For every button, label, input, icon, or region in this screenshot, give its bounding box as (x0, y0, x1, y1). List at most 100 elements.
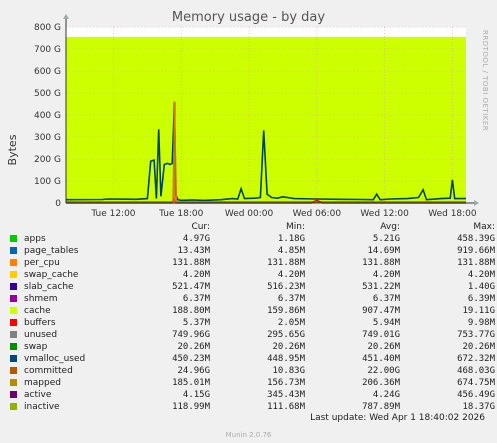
legend-value-cur: 749.96G (172, 330, 210, 340)
legend-value-cur: 450.23M (172, 354, 210, 364)
legend-series-name: per_cpu (24, 258, 60, 268)
legend-value-cur: 20.26M (177, 342, 210, 352)
legend-value-min: 10.83G (272, 366, 305, 376)
y-tick-label: 300 G (34, 133, 61, 143)
legend-row-active: active 4.15G 345.43M 4.24G 456.49G (10, 389, 495, 401)
legend-series-name: committed (24, 366, 73, 376)
legend-value-avg: 206.36M (362, 378, 400, 388)
legend-value-max: 458.39G (457, 234, 495, 244)
legend-value-cur: 24.96G (177, 366, 210, 376)
legend-series-name: slab_cache (24, 282, 74, 292)
y-tick-label: 0 (55, 199, 61, 209)
legend-row-mapped: mapped 185.01M 156.73M 206.36M 674.75M (10, 377, 495, 389)
chart-title: Memory usage - by day (171, 10, 326, 25)
legend-value-max: 456.49G (457, 390, 495, 400)
legend-value-max: 131.88M (457, 258, 495, 268)
legend-value-avg: 5.94M (372, 318, 400, 328)
legend-value-avg: 6.37M (372, 294, 400, 304)
legend-swatch (10, 367, 17, 374)
legend-value-min: 4.85M (277, 246, 305, 256)
legend-series-cell: committed (10, 365, 115, 377)
legend-value-max: 919.66M (457, 246, 495, 256)
legend-value-max: 1.40G (467, 282, 495, 292)
legend-series-name: unused (24, 330, 58, 340)
legend-value-min: 20.26M (272, 342, 305, 352)
legend-series-cell: vmalloc_used (10, 353, 115, 365)
last-update: Last update: Wed Apr 1 18:40:02 2026 (310, 413, 485, 423)
legend-value-avg: 907.47M (362, 306, 400, 316)
legend-header-avg: Avg: (380, 222, 400, 232)
legend-value-avg: 451.40M (362, 354, 400, 364)
legend-value-avg: 5.21G (372, 234, 400, 244)
legend-value-min: 4.20M (277, 270, 305, 280)
legend-value-avg: 4.20M (372, 270, 400, 280)
legend-swatch (10, 271, 17, 278)
legend-value-min: 6.37M (277, 294, 305, 304)
legend-series-name: inactive (24, 402, 60, 412)
x-tick-label: Wed 18:00 (428, 209, 477, 219)
y-tick-label: 800 G (34, 23, 61, 33)
legend-value-max: 18.37G (462, 402, 495, 412)
legend-value-cur: 4.15G (182, 390, 210, 400)
legend-row-buffers: buffers 5.37M 2.05M 5.94M 9.98M (10, 317, 495, 329)
legend-swatch (10, 235, 17, 242)
legend-series-cell: per_cpu (10, 257, 115, 269)
series-committed (65, 101, 466, 202)
legend-row-cache: cache 188.80M 159.86M 907.47M 19.11G (10, 305, 495, 317)
rrdtool-watermark: RRDTOOL / TOBI OETIKER (481, 30, 489, 132)
legend-series-name: page_tables (24, 246, 79, 256)
legend-row-page-tables: page_tables 13.43M 4.85M 14.69M 919.66M (10, 245, 495, 257)
legend-value-min: 295.65G (267, 330, 305, 340)
legend-series-cell: slab_cache (10, 281, 115, 293)
legend-value-min: 2.05M (277, 318, 305, 328)
legend-header-cur: Cur: (191, 222, 210, 232)
legend-value-cur: 5.37M (182, 318, 210, 328)
legend-header-min: Min: (285, 222, 305, 232)
legend-value-min: 1.18G (277, 234, 305, 244)
y-tick-label: 500 G (34, 89, 61, 99)
legend-series-cell: cache (10, 305, 115, 317)
legend-swatch (10, 307, 17, 314)
y-tick-label: 400 G (34, 111, 61, 121)
legend-value-min: 131.88M (267, 258, 305, 268)
legend-series-name: active (24, 390, 52, 400)
legend-value-min: 159.86M (267, 306, 305, 316)
legend-row-per-cpu: per_cpu 131.88M 131.88M 131.88M 131.88M (10, 257, 495, 269)
legend-row-unused: unused 749.96G 295.65G 749.01G 753.77G (10, 329, 495, 341)
legend-value-avg: 4.24G (372, 390, 400, 400)
legend-value-cur: 118.99M (172, 402, 210, 412)
legend-series-cell: mapped (10, 377, 115, 389)
legend-series-cell: buffers (10, 317, 115, 329)
legend-row-swap: swap 20.26M 20.26M 20.26M 20.26M (10, 341, 495, 353)
legend-value-max: 468.03G (457, 366, 495, 376)
y-tick-label: 100 G (34, 177, 61, 187)
legend-swatch (10, 247, 17, 254)
legend-series-cell: swap_cache (10, 269, 115, 281)
legend-value-avg: 22.00G (367, 366, 400, 376)
y-axis-arrow-icon (63, 14, 69, 19)
legend-series-cell: apps (10, 233, 115, 245)
legend-series-name: shmem (24, 294, 58, 304)
legend-table: Cur: Min: Avg: Max: apps 4.97G 1.18G 5.21G 4… (10, 221, 495, 413)
legend-series-cell: active (10, 389, 115, 401)
legend-row-inactive: inactive 118.99M 111.68M 787.89M 18.37G (10, 401, 495, 413)
x-tick-label: Wed 00:00 (225, 209, 274, 219)
legend-series-cell: unused (10, 329, 115, 341)
legend-swatch (10, 259, 17, 266)
legend-row-apps: apps 4.97G 1.18G 5.21G 458.39G (10, 233, 495, 245)
legend-series-cell: swap (10, 341, 115, 353)
legend-swatch (10, 319, 17, 326)
legend-row-vmalloc-used: vmalloc_used 450.23M 448.95M 451.40M 672.32M (10, 353, 495, 365)
legend-value-avg: 131.88M (362, 258, 400, 268)
legend-row-swap-cache: swap_cache 4.20M 4.20M 4.20M 4.20M (10, 269, 495, 281)
legend-value-cur: 521.47M (172, 282, 210, 292)
legend-value-avg: 531.22M (362, 282, 400, 292)
legend-swatch (10, 391, 17, 398)
legend-value-max: 19.11G (462, 306, 495, 316)
legend-value-avg: 14.69M (367, 246, 400, 256)
x-tick-label: Tue 18:00 (158, 209, 203, 219)
legend-series-name: cache (24, 306, 51, 316)
legend-swatch (10, 283, 17, 290)
legend-series-name: buffers (24, 318, 56, 328)
